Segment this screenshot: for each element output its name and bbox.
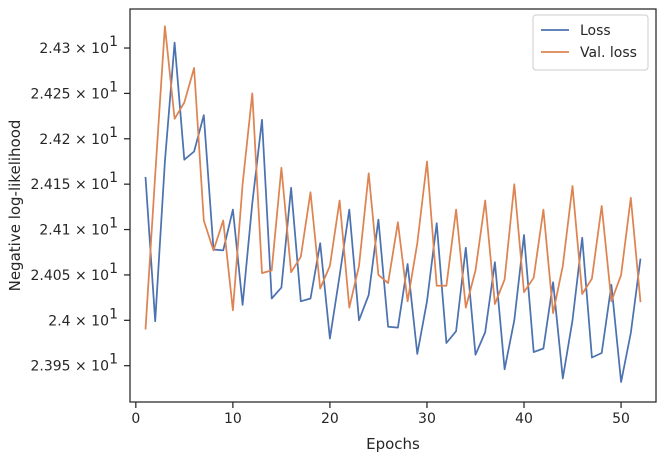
x-tick-label: 20 [321, 411, 339, 427]
legend-label: Loss [580, 23, 611, 39]
x-axis-title: Epochs [366, 435, 420, 453]
y-tick-label-exponent: 1 [109, 125, 118, 141]
legend-box [532, 14, 649, 71]
series-line-val-loss [144, 25, 642, 330]
y-tick-label-exponent: 1 [109, 34, 118, 50]
y-tick-label-exponent: 1 [109, 352, 118, 368]
y-tick-label: 2.415 × 10 [30, 177, 109, 193]
y-tick-label-exponent: 1 [109, 79, 118, 95]
y-tick-label: 2.405 × 10 [30, 268, 109, 284]
x-axis: 0 10 20 30 40 50 [131, 402, 630, 427]
y-tick-label: 2.395 × 10 [30, 359, 109, 375]
x-tick-label: 50 [612, 411, 630, 427]
y-axis-title: Negative log-likelihood [6, 120, 24, 292]
y-tick-label: 2.41 × 10 [39, 223, 109, 239]
y-tick-label: 2.43 × 10 [39, 41, 109, 57]
y-tick-label-exponent: 1 [109, 261, 118, 277]
legend-label: Val. loss [580, 45, 637, 61]
legend: Loss Val. loss [532, 14, 649, 71]
x-tick-label: 30 [418, 411, 436, 427]
y-tick-label: 2.42 × 10 [39, 132, 109, 148]
x-tick-label: 10 [224, 411, 242, 427]
x-tick-label: 0 [131, 411, 140, 427]
y-axis: 2.395 × 10 12.4 × 10 12.405 × 10 12.41 × 10… [30, 34, 130, 375]
y-tick-label-exponent: 1 [109, 170, 118, 186]
series-line-loss [144, 41, 642, 383]
plot-frame [129, 8, 657, 403]
x-tick-label: 40 [515, 411, 533, 427]
y-tick-label-exponent: 1 [109, 306, 118, 322]
y-tick-label: 2.425 × 10 [30, 86, 109, 102]
y-tick-label: 2.4 × 10 [48, 313, 109, 329]
series-lines [144, 25, 642, 383]
y-tick-label-exponent: 1 [109, 216, 118, 232]
